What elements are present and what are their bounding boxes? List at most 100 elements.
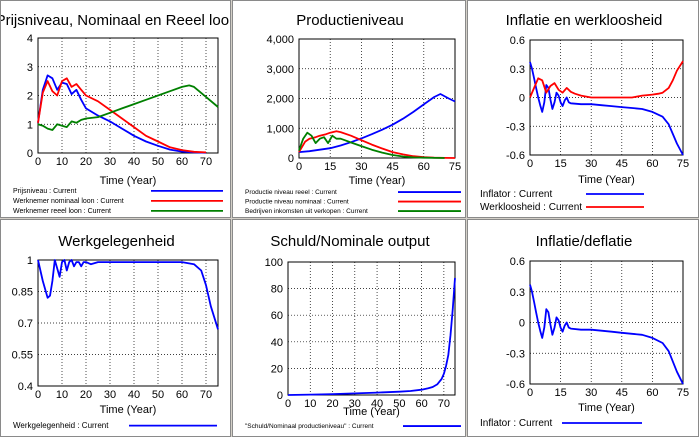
y-tick-label: 3 [27,62,33,74]
chart-title: Schuld/Nominale output [270,233,430,250]
x-tick-label: 50 [152,389,164,401]
legend-label: Werkloosheid : Current [480,202,582,213]
x-tick-label: 15 [554,387,566,399]
x-axis-label: Time (Year) [578,174,635,186]
panel-inflatie-werkloosheid: Inflatie en werkloosheid 0 15 30 45 60 75 -0.6 -… [467,0,699,218]
y-tick-label: 20 [271,363,283,375]
y-tick-label: 1 [27,255,33,267]
x-tick-label: 30 [585,387,597,399]
x-tick-label: 70 [200,156,212,168]
x-axis-label: Time (Year) [349,175,406,187]
x-tick-label: 0 [296,161,302,173]
legend-label: Productie niveau nominaal : Current [245,199,349,206]
y-tick-label: 2 [27,91,33,103]
series-line-2 [298,131,445,159]
x-tick-label: 15 [554,158,566,170]
x-tick-label: 20 [80,156,92,168]
chart-title: Inflatie en werkloosheid [506,12,663,29]
legend-label: Werknemer reeel loon : Current [13,208,111,215]
y-tick-label: 1,000 [266,123,294,135]
x-tick-label: 40 [128,389,140,401]
series-line-1 [298,130,456,159]
series-line-2 [37,84,219,131]
chart-inflatie-deflatie: Inflatie/deflatie 0 15 30 45 60 75 -0.6 -0.3 0 0.3… [480,233,689,429]
x-tick-label: 0 [35,389,41,401]
x-tick-label: 0 [527,387,533,399]
x-tick-label: 0 [285,398,291,410]
plot-frame [37,259,219,387]
y-tick-label: 1 [27,119,33,131]
chart-werkgelegenheid: Werkgelegenheid 0 10 20 30 40 50 60 70 0.4 0.55 0.7… [12,233,219,430]
plot-frame [287,261,456,396]
x-tick-label: 30 [349,398,361,410]
x-tick-label: 10 [56,156,68,168]
series-line-0 [287,277,456,396]
panel-productieniveau: Productieniveau 0 15 30 45 60 75 0 1,000 2,000 3,0… [232,0,466,218]
x-tick-label: 60 [415,398,427,410]
plot-frame [529,260,684,385]
y-tick-label: 2,000 [266,94,294,106]
series-line-1 [37,77,207,154]
x-tick-label: 45 [386,161,398,173]
y-tick-label: 0.7 [18,318,33,330]
x-tick-label: 0 [527,158,533,170]
series-line-0 [298,93,456,153]
chart-productieniveau: Productieniveau 0 15 30 45 60 75 0 1,000 2,000 3,0… [245,12,461,215]
x-tick-label: 75 [677,158,689,170]
chart-title: Prijsniveau, Nominaal en Reeel loon [1,12,231,29]
y-tick-label: 100 [265,257,283,269]
x-tick-label: 45 [616,158,628,170]
y-tick-label: -0.3 [506,121,525,133]
x-tick-label: 60 [176,156,188,168]
y-tick-label: 0.6 [510,35,525,47]
x-tick-label: 70 [200,389,212,401]
series-line-0 [37,259,219,330]
y-tick-label: 0.85 [12,287,33,299]
x-tick-label: 60 [176,389,188,401]
x-tick-label: 40 [128,156,140,168]
y-tick-label: 0.3 [510,64,525,76]
series-line-0 [529,284,684,385]
legend-label: Prijsniveau : Current [13,188,76,195]
x-axis-label: Time (Year) [100,404,157,416]
y-tick-label: 80 [271,284,283,296]
y-tick-label: 0 [288,153,294,165]
y-tick-label: 40 [271,337,283,349]
panel-werkgelegenheid: Werkgelegenheid 0 10 20 30 40 50 60 70 0.4 0.55 0.7… [0,219,231,437]
chart-title: Werkgelegenheid [58,233,174,250]
y-tick-label: 0 [277,390,283,402]
y-tick-label: 0 [519,318,525,330]
legend-label: Bedrijven inkomsten uit verkopen : Curre… [245,208,368,215]
x-tick-label: 30 [355,161,367,173]
x-axis-label: Time (Year) [100,175,157,187]
x-tick-label: 60 [418,161,430,173]
y-tick-label: -0.6 [506,150,525,162]
panel-schuld: Schuld/Nominale output 0 10 20 30 40 50 60 70 0 20… [232,219,466,437]
legend-label: Werknemer nominaal loon : Current [13,198,124,205]
x-axis-label: Time (Year) [578,402,635,414]
x-tick-label: 10 [304,398,316,410]
series-line-0 [37,74,207,154]
plot-frame [37,37,219,154]
y-tick-label: -0.6 [506,379,525,391]
x-tick-label: 30 [104,156,116,168]
x-tick-label: 50 [152,156,164,168]
legend-label: Werkgelegenheid : Current [13,421,109,430]
y-tick-label: 0 [27,148,33,160]
y-tick-label: -0.3 [506,348,525,360]
legend-label: Productie niveau reeel : Current [245,189,337,196]
y-tick-label: 60 [271,310,283,322]
x-tick-label: 0 [35,156,41,168]
x-tick-label: 20 [80,389,92,401]
x-tick-label: 70 [438,398,450,410]
legend-label: "Schuld/Nominaal productieniveau" : Curr… [245,423,374,430]
x-tick-label: 75 [677,387,689,399]
x-tick-label: 45 [616,387,628,399]
x-tick-label: 30 [585,158,597,170]
x-tick-label: 15 [324,161,336,173]
plot-frame [298,38,456,159]
y-tick-label: 0.4 [18,381,33,393]
legend-label: Inflator : Current [480,189,552,200]
